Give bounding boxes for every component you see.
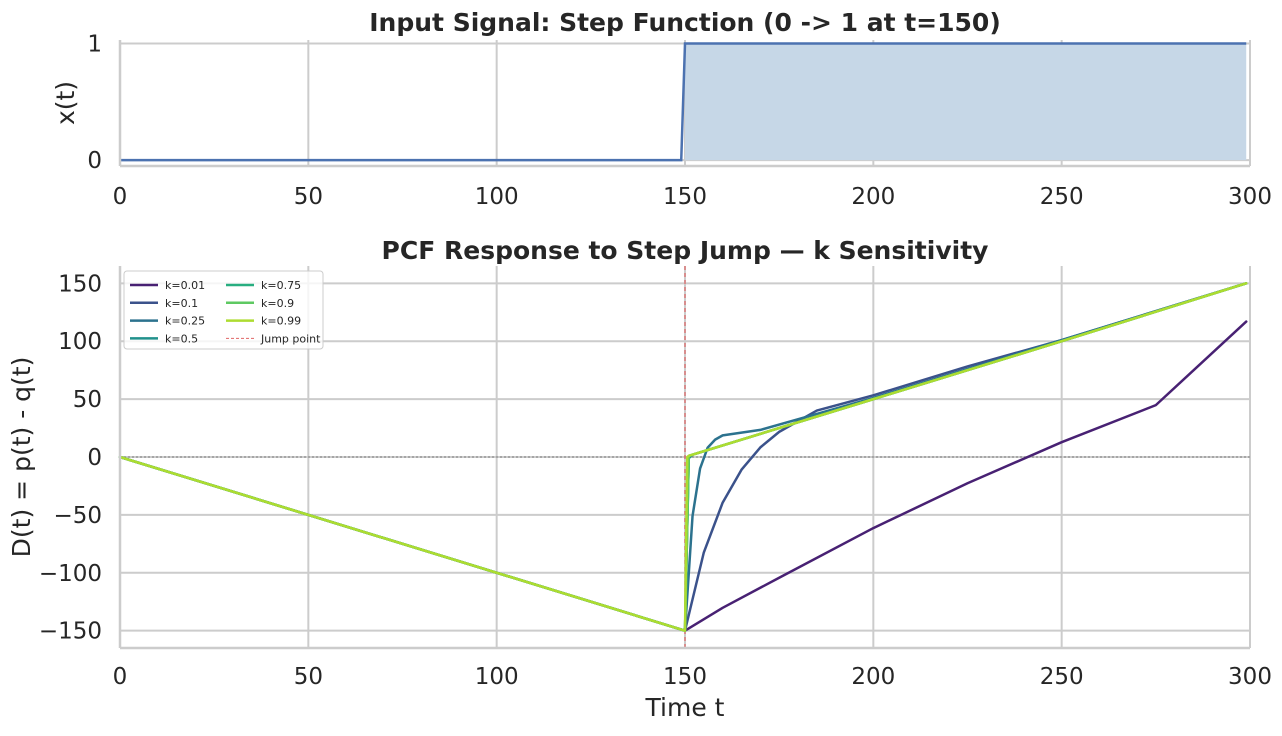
legend-frame [123,270,324,350]
legend: k=0.01 k=0.1 k=0.25 k=0.5 k=0.75 k=0.9 k=0.99 J… [123,270,324,350]
input-signal-panel: Input Signal: Step Function (0 -> 1 at t… [51,8,1272,210]
bottom-axes-spines [118,266,1250,650]
legend-label: k=0.25 [165,315,205,328]
legend-label: Jump point [260,332,321,345]
bottom-x-tick-label: 300 [1228,664,1272,690]
legend-label: k=0.01 [165,279,205,292]
series-line-k=0.99 [118,282,1248,632]
step-signal-line [120,42,1247,162]
top-series-group [120,42,1247,162]
bottom-x-tick-label: 0 [113,664,128,690]
bottom-x-tick-label: 50 [294,664,323,690]
bottom-x-axis-label: Time t [645,693,725,722]
bottom-y-tick-label: 0 [87,445,102,471]
top-y-tick-labels: 01 [87,32,102,175]
top-axes-spines [118,40,1250,168]
legend-label: k=0.75 [261,279,301,292]
bottom-y-tick-labels: 150 100 50 0 −50 −100 −150 [39,271,102,644]
bottom-x-tick-labels: 0 50 100 150 200 250 300 [113,664,1272,690]
bottom-y-axis-label: D(t) = p(t) - q(t) [7,357,36,558]
legend-entries: k=0.01 k=0.1 k=0.25 k=0.5 k=0.75 k=0.9 k=0.99 J… [130,279,321,345]
bottom-y-tick-label: 50 [73,387,102,413]
bottom-chart-title: PCF Response to Step Jump — k Sensitivit… [382,236,989,265]
top-chart-title: Input Signal: Step Function (0 -> 1 at t… [369,8,1001,37]
top-x-tick-label: 100 [475,184,519,210]
bottom-x-tick-label: 250 [1040,664,1084,690]
top-x-tick-label: 200 [851,184,895,210]
top-x-tick-label: 0 [113,184,128,210]
bottom-y-tick-label: −50 [53,503,102,529]
bottom-y-tick-label: 100 [58,329,102,355]
legend-label: k=0.9 [261,297,294,310]
bottom-y-tick-label: 150 [58,271,102,297]
top-y-tick-label: 0 [87,148,102,174]
top-x-tick-label: 50 [294,184,323,210]
top-x-tick-label: 150 [663,184,707,210]
top-x-tick-label: 250 [1040,184,1084,210]
series-line-k=0.1 [118,282,1248,632]
bottom-x-tick-label: 100 [475,664,519,690]
bottom-x-tick-label: 150 [663,664,707,690]
legend-label: k=0.99 [261,315,301,328]
top-x-tick-labels: 0 50 100 150 200 250 300 [113,184,1272,210]
series-line-k=0.01 [118,320,1248,632]
bottom-series-group [118,282,1248,632]
top-y-axis-label: x(t) [51,81,80,125]
pcf-response-panel: PCF Response to Step Jump — k Sensitivit… [7,236,1272,722]
legend-label: k=0.1 [165,297,198,310]
top-y-tick-label: 1 [87,32,102,58]
top-x-tick-label: 300 [1228,184,1272,210]
step-fill-area [685,43,1247,161]
bottom-x-tick-label: 200 [851,664,895,690]
bottom-y-tick-label: −150 [39,619,102,645]
bottom-y-tick-label: −100 [39,561,102,587]
legend-label: k=0.5 [165,332,198,345]
